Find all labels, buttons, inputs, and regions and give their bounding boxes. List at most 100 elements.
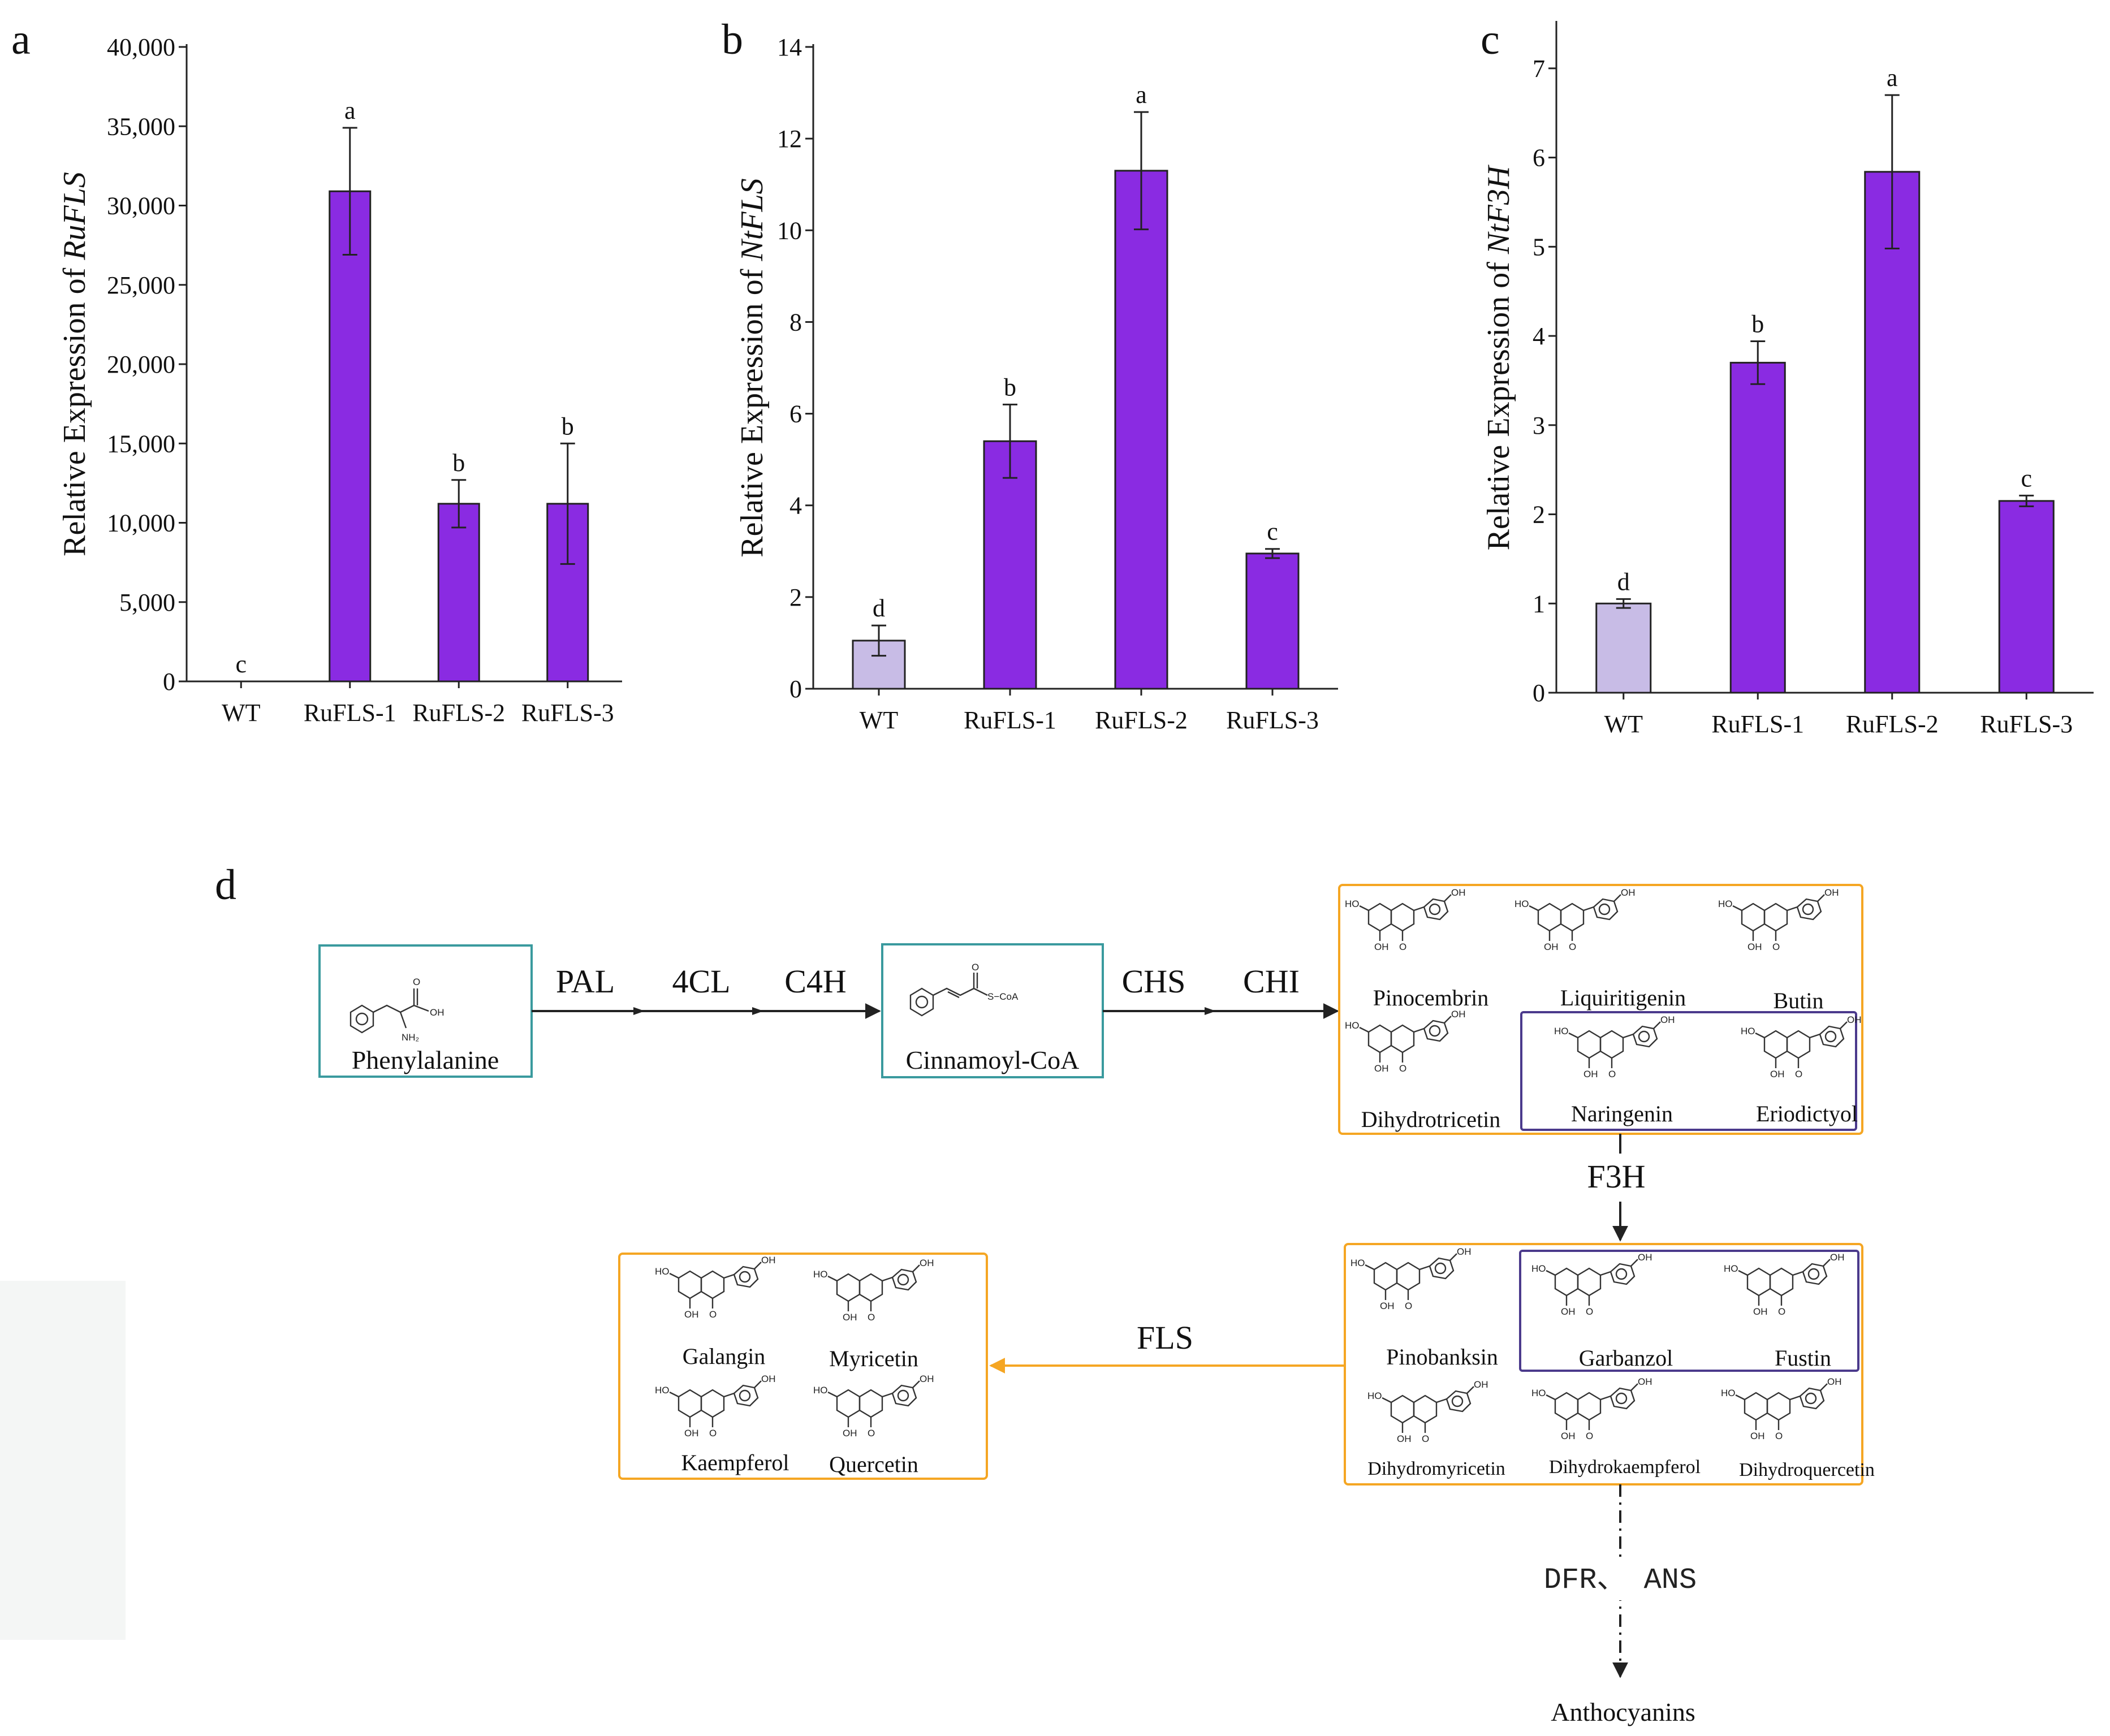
panel-letter: c [1481, 16, 1500, 63]
x-tick-label: WT [222, 699, 261, 727]
y-tick-label: 4 [789, 492, 802, 520]
enzyme-f3h: F3H [1587, 1158, 1645, 1195]
flavonol-label: Myricetin [829, 1346, 918, 1371]
dfr-ans-label-bg [1538, 1561, 1702, 1600]
pinocembrin-structure-icon [1345, 887, 1466, 952]
x-tick-label: RuFLS-2 [412, 699, 505, 727]
bar [1998, 500, 2055, 694]
significance-letter: b [562, 412, 574, 440]
enzyme-chi: CHI [1243, 963, 1300, 1000]
svg-text:NH₂: NH₂ [402, 1032, 419, 1043]
cinnamoyl-coa-structure-icon: O S−CoA [909, 962, 1019, 1017]
fustin-structure-icon [1724, 1252, 1845, 1317]
chart-panel-c: c 0 1 2 3 4 5 6 7 Relative Expression of NtF3H d WT… [1481, 16, 2094, 738]
significance-letter: c [235, 650, 247, 678]
y-axis-title-prefix: Relative Expression of [57, 260, 92, 556]
chart-panel-b: b 0 2 4 6 8 10 12 14 Relative Expression of NtFLS… [722, 16, 1338, 734]
galangin-structure-icon [655, 1255, 776, 1320]
dihydrokaempferol-structure-icon [1531, 1376, 1652, 1441]
y-axis-title-gene: RuFLS [57, 172, 92, 261]
panel-letter: a [11, 16, 31, 63]
y-tick-label: 2 [1533, 501, 1545, 529]
bar [1729, 361, 1786, 694]
pinobanksin-structure-icon [1350, 1246, 1472, 1311]
y-tick-label: 0 [163, 668, 175, 696]
flavanone-label: Dihydrotricetin [1361, 1107, 1501, 1132]
svg-text:O: O [413, 977, 420, 987]
dihydromyricetin-structure-icon [1367, 1379, 1488, 1444]
garbanzol-structure-icon [1531, 1252, 1652, 1317]
pathway-diagram: d O OH NH₂ Phenylalanine PAL 4CL C4H [0, 861, 1875, 1726]
y-tick-label: 6 [789, 400, 802, 428]
flavonol-label: Quercetin [829, 1452, 918, 1477]
quercetin-structure-icon [813, 1374, 934, 1439]
dihydroflavonol-label: Fustin [1775, 1345, 1831, 1371]
dihydroflavonol-label: Dihydromyricetin [1367, 1458, 1505, 1479]
svg-text:OH: OH [430, 1007, 445, 1018]
y-tick-label: 40,000 [107, 33, 175, 61]
chart-panel-a: a 0 5,000 10,000 15,000 20,000 25,000 30,000 35,… [11, 16, 622, 727]
svg-text:O: O [972, 962, 979, 973]
bar [329, 190, 372, 683]
significance-letter: c [1267, 518, 1278, 546]
flavanones-highlight-box [1520, 1011, 1857, 1131]
enzyme-c4h: C4H [784, 963, 847, 1000]
y-tick-label: 12 [777, 125, 802, 153]
flavanone-label: Liquiritigenin [1560, 985, 1686, 1010]
significance-letter: b [1004, 373, 1016, 401]
x-tick-label: WT [860, 706, 899, 734]
y-tick-label: 10,000 [107, 509, 175, 537]
myricetin-structure-icon [813, 1258, 934, 1323]
x-tick-label: RuFLS-1 [1711, 710, 1804, 738]
dihydrotricetin-structure-icon [1345, 1009, 1466, 1074]
kaempferol-structure-icon [655, 1374, 776, 1439]
y-tick-label: 0 [1533, 679, 1545, 707]
y-tick-label: 2 [789, 584, 802, 611]
enzyme-fls: FLS [1137, 1319, 1193, 1356]
x-tick-label: RuFLS-1 [964, 706, 1056, 734]
y-tick-label: 15,000 [107, 430, 175, 457]
y-tick-label: 0 [789, 675, 802, 703]
dihydroflavonols-highlight-box [1519, 1250, 1859, 1372]
y-tick-label: 5,000 [119, 589, 175, 616]
flavanone-label: Naringenin [1571, 1101, 1673, 1126]
flavonol-label: Kaempferol [681, 1450, 789, 1475]
x-tick-label: RuFLS-3 [1226, 706, 1319, 734]
x-tick-label: RuFLS-3 [1980, 710, 2073, 738]
eriodictyol-structure-icon [1741, 1014, 1862, 1079]
significance-letter: b [452, 449, 465, 477]
y-tick-label: 5 [1533, 233, 1545, 261]
enzyme-pal: PAL [556, 963, 615, 1000]
y-axis-title-prefix: Relative Expression of [1481, 254, 1516, 550]
significance-letter: a [1136, 81, 1147, 109]
background-patch [0, 1281, 126, 1640]
bar [1595, 602, 1652, 694]
y-tick-label: 6 [1533, 144, 1545, 172]
y-tick-label: 3 [1533, 412, 1545, 439]
y-tick-label: 20,000 [107, 351, 175, 378]
y-tick-label: 4 [1533, 322, 1545, 350]
significance-letter: a [1887, 64, 1898, 92]
bar [1864, 171, 1921, 694]
enzyme-4cl: 4CL [672, 963, 730, 1000]
svg-text:S−CoA: S−CoA [987, 991, 1019, 1002]
y-tick-label: 30,000 [107, 192, 175, 220]
flavanone-label: Butin [1774, 988, 1824, 1013]
panel-letter: b [722, 16, 743, 63]
phenylalanine-label: Phenylalanine [352, 1046, 499, 1074]
y-tick-label: 7 [1533, 55, 1545, 83]
y-axis-title-prefix: Relative Expression of [735, 261, 770, 558]
y-tick-label: 14 [777, 33, 802, 61]
dihydroflavonol-label: Dihydrokaempferol [1549, 1457, 1701, 1478]
dihydroflavonol-label: Dihydroquercetin [1739, 1459, 1875, 1480]
bar [437, 503, 480, 683]
x-tick-label: RuFLS-3 [521, 699, 614, 727]
dihydroflavonols-box [1344, 1243, 1863, 1485]
significance-letter: a [344, 97, 356, 124]
x-tick-label: RuFLS-2 [1095, 706, 1188, 734]
enzyme-chs: CHS [1122, 963, 1186, 1000]
flavanones-box [1338, 884, 1863, 1135]
dihydroquercetin-structure-icon [1721, 1376, 1842, 1441]
flavanone-label: Pinocembrin [1373, 985, 1488, 1010]
